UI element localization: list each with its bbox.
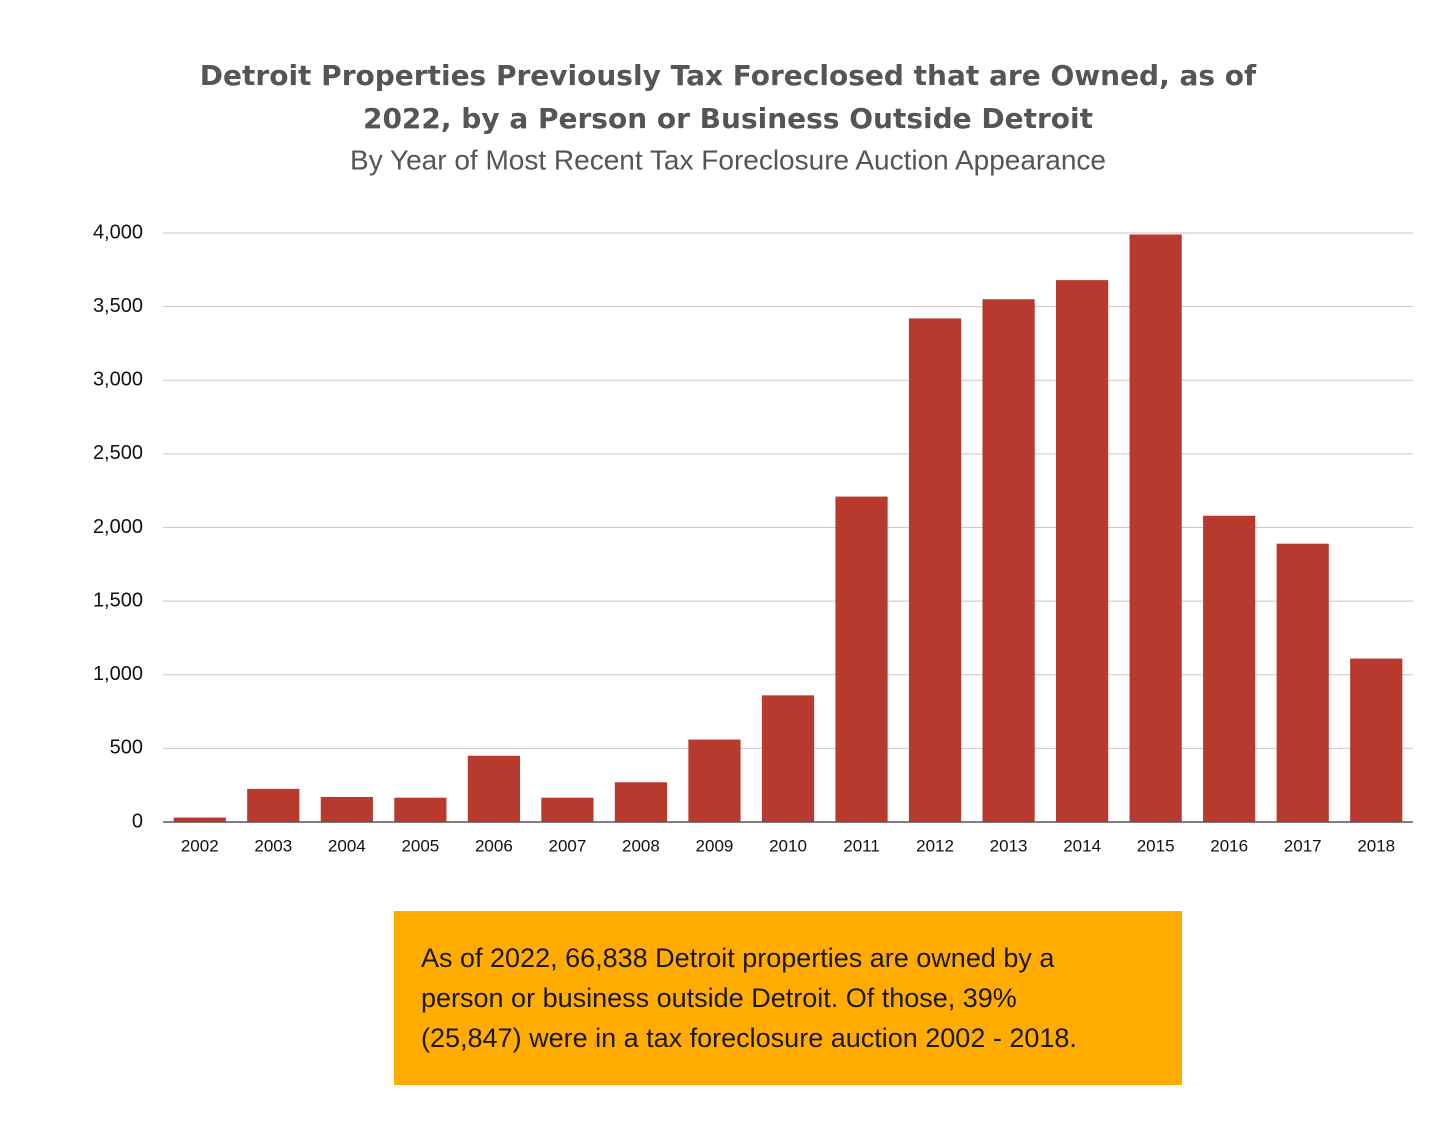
bar — [835, 496, 888, 822]
x-tick-label: 2003 — [254, 836, 292, 855]
x-tick-label: 2011 — [843, 836, 880, 855]
bar — [908, 318, 962, 822]
x-tick-label: 2013 — [990, 836, 1028, 855]
chart-subtitle: By Year of Most Recent Tax Foreclosure A… — [350, 144, 1106, 175]
bar — [761, 695, 815, 822]
x-tick-label: 2006 — [475, 836, 513, 855]
x-tick-label: 2008 — [622, 836, 660, 855]
bar — [1276, 543, 1329, 822]
annotation-box — [394, 911, 1182, 1085]
x-tick-label: 2015 — [1137, 836, 1175, 855]
x-tick-label: 2004 — [328, 836, 366, 855]
bar — [1056, 280, 1109, 822]
y-tick-label: 3,000 — [93, 369, 143, 391]
x-tick-label: 2009 — [696, 836, 734, 855]
annotation-text: person or business outside Detroit. Of t… — [421, 983, 1017, 1013]
bar — [394, 797, 447, 822]
annotation-text: As of 2022, 66,838 Detroit properties ar… — [421, 943, 1055, 973]
bar — [247, 788, 300, 822]
bar — [541, 797, 594, 822]
x-tick-label: 2002 — [181, 836, 219, 855]
y-tick-label: 0 — [132, 810, 143, 832]
bar — [173, 817, 226, 822]
x-tick-label: 2007 — [548, 836, 586, 855]
x-tick-label: 2014 — [1063, 836, 1101, 855]
y-tick-label: 500 — [110, 737, 143, 759]
bar — [1129, 234, 1182, 822]
bar — [1203, 515, 1256, 822]
bar — [467, 755, 520, 822]
y-tick-label: 1,500 — [93, 589, 143, 611]
chart-title: 2022, by a Person or Business Outside De… — [363, 102, 1093, 135]
x-tick-label: 2010 — [769, 836, 807, 855]
x-tick-label: 2012 — [916, 836, 954, 855]
bar — [1350, 658, 1403, 822]
y-tick-label: 2,000 — [93, 516, 143, 538]
x-tick-label: 2005 — [401, 836, 439, 855]
y-tick-label: 3,500 — [93, 295, 143, 317]
bar — [982, 299, 1035, 822]
x-tick-label: 2018 — [1357, 836, 1395, 855]
chart-title: Detroit Properties Previously Tax Forecl… — [200, 59, 1257, 92]
bar — [614, 782, 668, 822]
bar — [320, 796, 373, 822]
annotation-text: (25,847) were in a tax foreclosure aucti… — [421, 1023, 1077, 1053]
y-tick-label: 2,500 — [93, 442, 143, 464]
y-tick-label: 4,000 — [93, 221, 143, 243]
bar — [688, 739, 741, 822]
y-tick-label: 1,000 — [93, 663, 143, 685]
x-tick-label: 2016 — [1210, 836, 1248, 855]
x-tick-label: 2017 — [1284, 836, 1322, 855]
